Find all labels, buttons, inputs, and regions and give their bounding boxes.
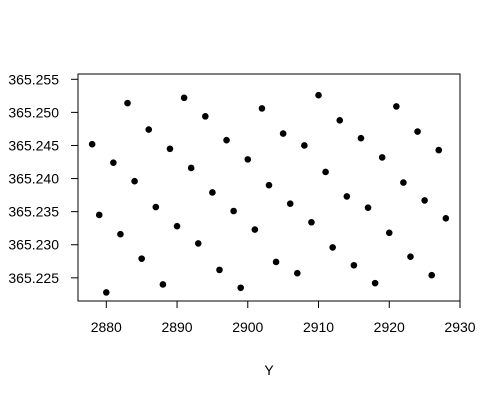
data-point <box>117 230 124 238</box>
data-points <box>88 91 450 296</box>
y-axis: 365.225 365.230 365.235 365.240 365.245 365.2… <box>8 71 79 286</box>
data-point <box>152 203 160 211</box>
y-tick-label: 365.240 <box>8 171 59 187</box>
y-tick-label: 365.235 <box>8 204 59 220</box>
data-point <box>131 177 138 185</box>
x-tick-label: 2900 <box>232 319 263 335</box>
x-tick-label: 2890 <box>161 319 192 335</box>
data-point <box>364 204 372 211</box>
x-tick-label: 2880 <box>91 319 122 335</box>
data-point <box>407 253 414 260</box>
data-point <box>251 226 259 233</box>
data-point <box>393 103 400 110</box>
data-point <box>315 91 322 99</box>
data-point <box>110 159 117 166</box>
data-point <box>180 94 188 102</box>
data-point <box>138 255 145 262</box>
x-tick-label: 2920 <box>374 319 405 335</box>
data-point <box>378 154 386 161</box>
data-point <box>230 207 237 215</box>
data-point <box>209 189 216 196</box>
data-point <box>293 269 301 277</box>
data-point <box>400 179 407 186</box>
y-tick-label: 365.245 <box>8 137 59 153</box>
data-point <box>308 218 315 226</box>
data-point <box>173 222 181 230</box>
y-tick-label: 365.250 <box>8 104 59 120</box>
data-point <box>329 244 336 251</box>
data-point <box>336 117 344 124</box>
data-point <box>442 214 450 222</box>
data-point <box>258 105 266 112</box>
data-point <box>322 168 329 176</box>
data-point <box>414 128 421 135</box>
data-point <box>102 289 110 296</box>
data-point <box>216 266 223 274</box>
data-point <box>223 136 230 144</box>
y-tick-label: 365.255 <box>8 71 59 87</box>
x-axis-title: Y <box>264 362 274 378</box>
data-point <box>145 126 153 133</box>
x-tick-label: 2930 <box>444 319 475 335</box>
y-tick-label: 365.230 <box>8 237 59 253</box>
x-tick-label: 2910 <box>303 319 334 335</box>
data-point <box>279 130 287 137</box>
data-point <box>95 211 103 219</box>
data-point <box>265 181 273 189</box>
data-point <box>371 279 379 287</box>
data-point <box>435 146 443 154</box>
data-point <box>385 229 393 237</box>
data-point <box>343 193 351 200</box>
data-point <box>237 284 245 292</box>
data-point <box>187 164 195 172</box>
data-point <box>244 156 252 163</box>
data-point <box>272 258 280 266</box>
data-point <box>124 99 131 107</box>
data-point <box>301 142 308 149</box>
data-point <box>421 197 428 204</box>
data-point <box>194 240 202 247</box>
data-point <box>166 145 174 153</box>
data-point <box>428 271 436 279</box>
data-point <box>88 140 96 148</box>
data-point <box>159 281 167 288</box>
x-axis: 2880 2890 2900 2910 2920 2930 <box>91 300 476 335</box>
data-point <box>350 261 358 269</box>
y-tick-label: 365.225 <box>8 270 59 286</box>
data-point <box>286 200 294 208</box>
data-point <box>202 113 209 120</box>
data-point <box>357 134 365 142</box>
